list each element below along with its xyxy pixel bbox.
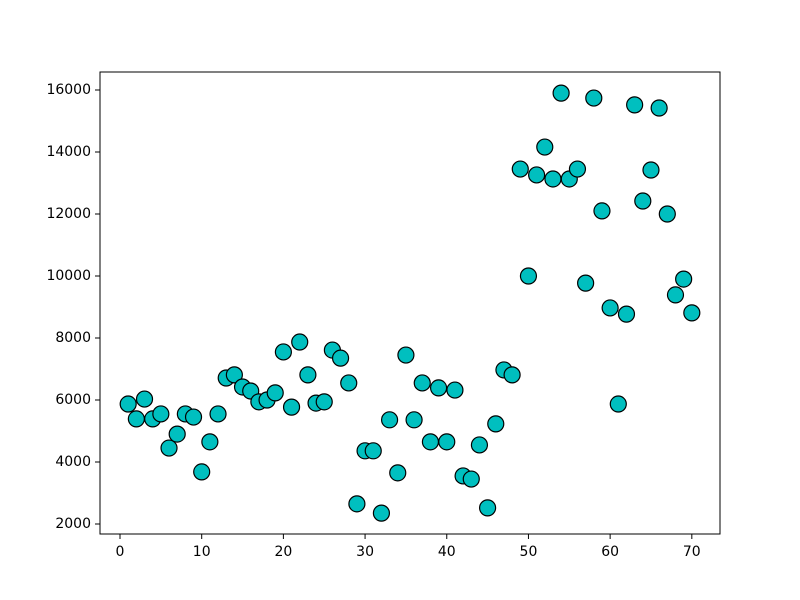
y-tick-label: 16000 [46, 82, 91, 98]
y-tick-label: 10000 [46, 268, 91, 284]
point [462, 470, 480, 488]
point [683, 304, 701, 322]
point [487, 415, 505, 433]
point [397, 346, 415, 364]
point [470, 436, 489, 454]
point [438, 433, 456, 451]
point [528, 166, 546, 184]
point [266, 384, 284, 402]
y-tick-label: 8000 [55, 330, 91, 346]
point [364, 442, 382, 460]
point [593, 202, 611, 220]
y-tick-label: 2000 [55, 516, 91, 532]
point [315, 393, 333, 411]
point [340, 374, 358, 392]
point [135, 390, 154, 408]
point [519, 267, 538, 285]
point [291, 333, 309, 351]
point [299, 366, 317, 384]
x-tick-label: 50 [520, 544, 538, 560]
point [675, 270, 693, 288]
point [634, 192, 652, 210]
point [348, 495, 366, 513]
x-tick-label: 40 [438, 544, 456, 560]
point [568, 160, 587, 178]
point [666, 286, 685, 304]
point [209, 405, 227, 423]
point [193, 463, 211, 481]
point [168, 425, 186, 443]
point [405, 411, 423, 429]
point [642, 161, 660, 179]
point [274, 343, 292, 361]
point [446, 381, 464, 399]
point [127, 410, 145, 428]
point [429, 379, 448, 397]
point [552, 84, 570, 102]
point [658, 205, 676, 223]
point [184, 408, 203, 426]
point [577, 274, 595, 292]
point [421, 433, 440, 451]
point [201, 433, 219, 451]
point [536, 138, 554, 156]
plot-frame [99, 71, 721, 535]
y-tick-label: 6000 [55, 392, 91, 408]
y-tick-label: 14000 [46, 144, 91, 160]
point [380, 411, 399, 429]
point [585, 89, 603, 107]
x-tick-label: 0 [116, 544, 125, 560]
point [282, 398, 301, 416]
point [544, 170, 562, 188]
y-tick-label: 12000 [46, 206, 91, 222]
point [413, 374, 431, 392]
x-tick-label: 60 [601, 544, 619, 560]
point [609, 395, 627, 413]
point [617, 305, 636, 323]
point [511, 160, 529, 178]
point [119, 395, 137, 413]
x-tick-label: 30 [356, 544, 374, 560]
x-tick-label: 70 [683, 544, 701, 560]
point [225, 366, 243, 384]
x-tick-label: 10 [193, 544, 211, 560]
point [331, 349, 350, 367]
y-tick-label: 4000 [55, 454, 91, 470]
point [503, 366, 521, 384]
point [160, 439, 178, 457]
point [152, 405, 170, 423]
point [626, 96, 644, 114]
point [389, 464, 407, 482]
point [479, 499, 497, 517]
point [650, 99, 668, 117]
x-tick-label: 20 [274, 544, 292, 560]
point [372, 504, 391, 522]
point [601, 299, 619, 317]
